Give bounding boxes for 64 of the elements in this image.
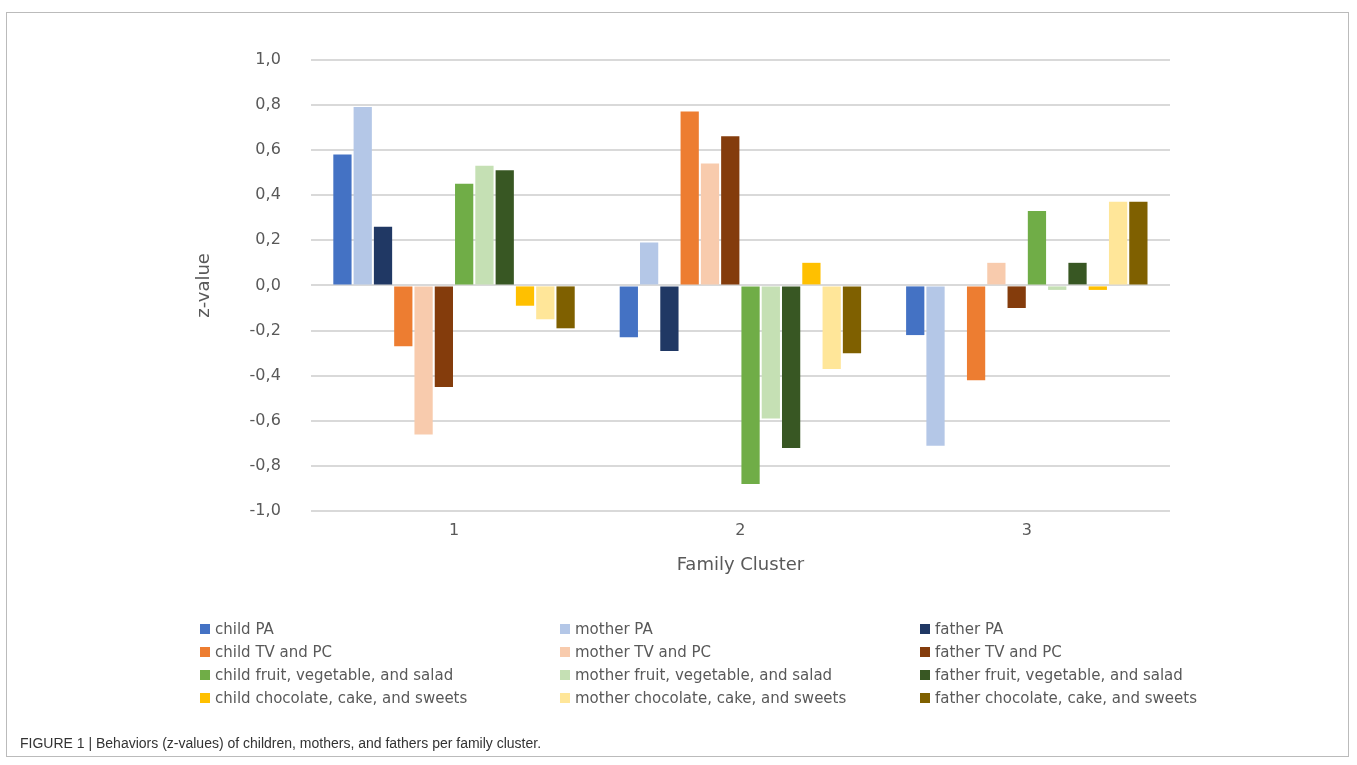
- y-tick-label: -0,8: [249, 455, 281, 475]
- legend-label: father TV and PC: [934, 643, 1063, 661]
- legend-label: mother fruit, vegetable, and salad: [574, 666, 834, 684]
- bar: [1007, 286, 1026, 308]
- bar: [1129, 201, 1148, 285]
- x-tick-label: 3: [1021, 519, 1032, 539]
- y-tick-label: -1,0: [249, 500, 281, 520]
- legend-label: child chocolate, cake, and sweets: [214, 689, 469, 707]
- bar: [475, 165, 494, 285]
- bar: [455, 183, 474, 285]
- bar: [966, 286, 986, 381]
- bar: [906, 286, 925, 336]
- y-tick-label: -0,4: [249, 364, 281, 384]
- bar: [782, 286, 801, 448]
- legend-label: mother chocolate, cake, and sweets: [574, 689, 848, 707]
- legend-label: mother PA: [574, 620, 654, 638]
- y-tick-label: -0,6: [249, 410, 281, 430]
- bar: [639, 242, 659, 285]
- bar: [414, 286, 433, 435]
- x-tick-label: 2: [735, 519, 746, 539]
- y-tick-label: 0,2: [255, 229, 281, 249]
- bar: [536, 286, 555, 320]
- legend-label: child PA: [214, 620, 275, 638]
- y-tick-label: 1,0: [255, 48, 281, 68]
- bar: [761, 286, 780, 419]
- legend-label: child TV and PC: [214, 643, 334, 661]
- bar: [1068, 262, 1087, 285]
- legend-label: father chocolate, cake, and sweets: [934, 689, 1198, 707]
- x-axis-title: Family Cluster: [676, 552, 805, 574]
- legend-label: mother TV and PC: [574, 643, 713, 661]
- bar: [619, 286, 638, 338]
- bar: [842, 286, 862, 354]
- bar: [373, 226, 393, 285]
- y-tick-label: -0,2: [249, 319, 281, 339]
- bar: [721, 136, 740, 285]
- bar: [1048, 286, 1067, 290]
- y-axis-title: z-value: [192, 253, 214, 318]
- bar: [680, 111, 699, 285]
- bar: [987, 262, 1006, 285]
- bar: [1027, 210, 1047, 285]
- bar: [394, 286, 413, 347]
- bar: [495, 170, 514, 285]
- bar: [741, 286, 760, 485]
- bar: [802, 262, 821, 285]
- bar: [660, 286, 679, 351]
- bar: [434, 286, 453, 388]
- legend-label: father fruit, vegetable, and salad: [934, 666, 1184, 684]
- bar: [1108, 201, 1128, 285]
- bar: [333, 154, 352, 285]
- legend-label: father PA: [934, 620, 1005, 638]
- bar: [700, 163, 720, 285]
- bar: [515, 286, 535, 306]
- bar: [822, 286, 841, 369]
- caption: FIGURE 1 | Behaviors (z-values) of children, mothers, and fathers per family cluster.: [20, 735, 542, 751]
- y-tick-label: 0,0: [255, 274, 281, 294]
- y-tick-label: 0,8: [255, 93, 281, 113]
- x-tick-label: 1: [448, 519, 460, 539]
- bar: [926, 286, 945, 446]
- bar: [353, 107, 372, 285]
- bar: [556, 286, 575, 329]
- legend-label: child fruit, vegetable, and salad: [214, 666, 455, 684]
- bar: [1088, 286, 1107, 290]
- y-tick-label: 0,4: [255, 184, 281, 204]
- y-tick-label: 0,6: [255, 139, 281, 159]
